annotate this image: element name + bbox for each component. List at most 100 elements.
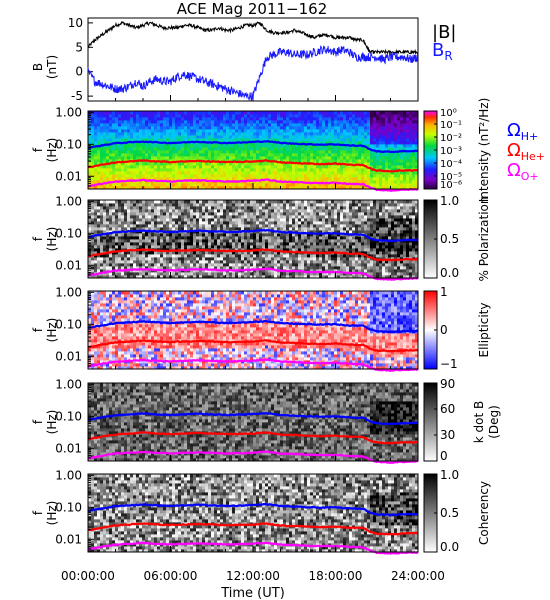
spectrogram-cell bbox=[313, 138, 317, 142]
spectrogram-cell bbox=[133, 251, 137, 255]
spectrogram-cell bbox=[160, 126, 164, 130]
spectrogram-cell bbox=[106, 245, 110, 249]
spectrogram-cell bbox=[274, 239, 278, 243]
spectrogram-cell bbox=[154, 275, 158, 279]
spectrogram-cell bbox=[271, 263, 275, 267]
spectrogram-cell bbox=[133, 263, 137, 267]
spectrogram-cell bbox=[97, 171, 101, 175]
spectrogram-cell bbox=[232, 114, 236, 118]
spectrogram-cell bbox=[316, 239, 320, 243]
spectrogram-cell bbox=[133, 183, 137, 187]
spectrogram-cell bbox=[352, 153, 356, 157]
spectrogram-cell bbox=[103, 150, 107, 154]
spectrogram-cell bbox=[262, 200, 266, 204]
spectrogram-cell bbox=[217, 233, 221, 237]
spectrogram-cell bbox=[268, 132, 272, 136]
spectrogram-cell bbox=[109, 248, 113, 252]
spectrogram-cell bbox=[121, 159, 125, 163]
spectrogram-cell bbox=[154, 254, 158, 258]
spectrogram-cell bbox=[175, 120, 179, 124]
colorbar-tick-label: 10⁰ bbox=[440, 108, 457, 119]
spectrogram-cell bbox=[274, 200, 278, 204]
spectrogram-cell bbox=[247, 272, 251, 276]
spectrogram-cell bbox=[202, 227, 206, 231]
spectrogram-cell bbox=[349, 135, 353, 139]
spectrogram-cell bbox=[262, 168, 266, 172]
spectrogram-cell bbox=[262, 260, 266, 264]
spectrogram-cell bbox=[100, 156, 104, 160]
spectrogram-cell bbox=[241, 275, 245, 279]
spectrogram-cell bbox=[316, 212, 320, 216]
spectrogram-cell bbox=[373, 156, 377, 160]
spectrogram-cell bbox=[202, 150, 206, 154]
spectrogram-cell bbox=[271, 171, 275, 175]
spectrogram-cell bbox=[316, 245, 320, 249]
spectrogram-cell bbox=[385, 120, 389, 124]
spectrogram-cell bbox=[268, 272, 272, 276]
spectrogram-cell bbox=[415, 123, 419, 127]
spectrogram-cell bbox=[190, 245, 194, 249]
spectrogram-cell bbox=[199, 254, 203, 258]
spectrogram-cell bbox=[106, 203, 110, 207]
spectrogram-cell bbox=[175, 272, 179, 276]
spectral-panel-intensity: f (Hz)1.000.100.0110⁰10⁻¹10⁻²10⁻³10⁻⁴10⁻⁵… bbox=[31, 98, 491, 203]
spectrogram-cell bbox=[322, 117, 326, 121]
spectrogram-cell bbox=[184, 114, 188, 118]
spectrogram-cell bbox=[271, 138, 275, 142]
spectrogram-cell bbox=[163, 162, 167, 166]
spectrogram-cell bbox=[178, 200, 182, 204]
spectrogram-cell bbox=[298, 242, 302, 246]
spectrogram-cell bbox=[139, 260, 143, 264]
spectrogram-cell bbox=[124, 245, 128, 249]
spectrogram-cell bbox=[289, 132, 293, 136]
spectrogram-cell bbox=[211, 174, 215, 178]
spectrogram-cell bbox=[364, 132, 368, 136]
spectrogram-cell bbox=[142, 215, 146, 219]
spectrogram-cell bbox=[103, 269, 107, 273]
spectrogram-cell bbox=[379, 153, 383, 157]
spectrogram-cell bbox=[373, 162, 377, 166]
spectrogram-cell bbox=[367, 156, 371, 160]
spectrogram-cell bbox=[355, 147, 359, 151]
spectrogram-cell bbox=[265, 186, 269, 190]
spectrogram-cell bbox=[313, 183, 317, 187]
spectrogram-cell bbox=[307, 111, 311, 115]
spectrogram-cell bbox=[205, 272, 209, 276]
spectrogram-cell bbox=[277, 129, 281, 133]
spectrogram-cell bbox=[241, 272, 245, 276]
spectrogram-cell bbox=[304, 200, 308, 204]
spectrogram-cell bbox=[166, 263, 170, 267]
spectrogram-cell bbox=[232, 123, 236, 127]
spectrogram-cell bbox=[379, 129, 383, 133]
spectrogram-cell bbox=[91, 239, 95, 243]
spectrogram-cell bbox=[217, 129, 221, 133]
spectrogram-cell bbox=[109, 168, 113, 172]
spectrogram-cell bbox=[322, 272, 326, 276]
spectrogram-cell bbox=[130, 260, 134, 264]
spectrogram-cell bbox=[280, 171, 284, 175]
spectrogram-cell bbox=[199, 132, 203, 136]
spectrogram-cell bbox=[391, 126, 395, 130]
spectrogram-cell bbox=[277, 126, 281, 130]
spectrogram-cell bbox=[196, 150, 200, 154]
spectrogram-cell bbox=[205, 138, 209, 142]
spectrogram-cell bbox=[397, 165, 401, 169]
spectrogram-cell bbox=[247, 183, 251, 187]
spectrogram-cell bbox=[271, 123, 275, 127]
spectrogram-cell bbox=[106, 138, 110, 142]
spectrogram-cell bbox=[139, 224, 143, 228]
spectrogram-cell bbox=[220, 156, 224, 160]
spectrogram-cell bbox=[238, 212, 242, 216]
spectrogram-cell bbox=[340, 159, 344, 163]
spectrogram-cell bbox=[277, 254, 281, 258]
spectrogram-cell bbox=[391, 168, 395, 172]
spectrogram-cell bbox=[313, 159, 317, 163]
spectrogram-cell bbox=[307, 242, 311, 246]
spectrogram-cell bbox=[226, 242, 230, 246]
spectrogram-cell bbox=[121, 123, 125, 127]
spectrogram-cell bbox=[172, 254, 176, 258]
spectrogram-cell bbox=[163, 165, 167, 169]
spectrogram-cell bbox=[409, 183, 413, 187]
spectrogram-cell bbox=[319, 227, 323, 231]
spectrogram-cell bbox=[298, 215, 302, 219]
